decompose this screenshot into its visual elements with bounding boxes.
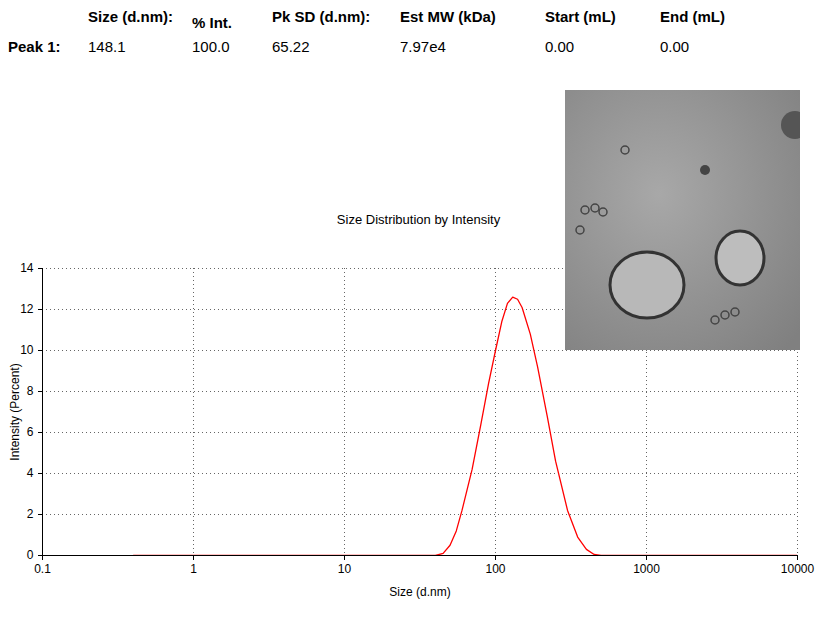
- svg-text:1000: 1000: [633, 562, 660, 576]
- svg-text:0.1: 0.1: [34, 562, 51, 576]
- html-text:0.00: 0.00: [545, 38, 575, 55]
- svg-text:Size (d.nm): Size (d.nm): [389, 585, 450, 599]
- svg-text:10: 10: [20, 343, 34, 357]
- svg-text:10000: 10000: [781, 562, 815, 576]
- svg-text:100: 100: [485, 562, 505, 576]
- svg-text:10: 10: [338, 562, 352, 576]
- html-text:End (mL): End (mL): [660, 8, 725, 25]
- html-text:Est MW (kDa): Est MW (kDa): [400, 8, 496, 25]
- html-text:Size (d.nm):: Size (d.nm):: [88, 8, 173, 25]
- svg-text:14: 14: [20, 261, 34, 275]
- html-text:Size Distribution by Intensity: Size Distribution by Intensity: [336, 212, 501, 227]
- html-text:148.1: 148.1: [88, 38, 126, 55]
- html-text:100.0: 100.0: [192, 38, 230, 55]
- svg-text:2: 2: [27, 507, 34, 521]
- html-text:7.97e4: 7.97e4: [400, 38, 446, 55]
- html-text:% Int.: % Int.: [192, 14, 232, 31]
- html-text:65.22: 65.22: [272, 38, 310, 55]
- svg-text:4: 4: [27, 466, 34, 480]
- svg-text:0: 0: [27, 548, 34, 562]
- svg-text:12: 12: [20, 302, 34, 316]
- html-text:Peak 1:: Peak 1:: [8, 38, 61, 55]
- svg-text:8: 8: [27, 384, 34, 398]
- svg-text:6: 6: [27, 425, 34, 439]
- html-text:Start (mL): Start (mL): [545, 8, 616, 25]
- html-text:0.00: 0.00: [660, 38, 690, 55]
- svg-text:1: 1: [190, 562, 197, 576]
- html-text:Pk SD (d.nm):: Pk SD (d.nm):: [272, 8, 371, 25]
- svg-text:Intensity (Percent): Intensity (Percent): [8, 363, 22, 460]
